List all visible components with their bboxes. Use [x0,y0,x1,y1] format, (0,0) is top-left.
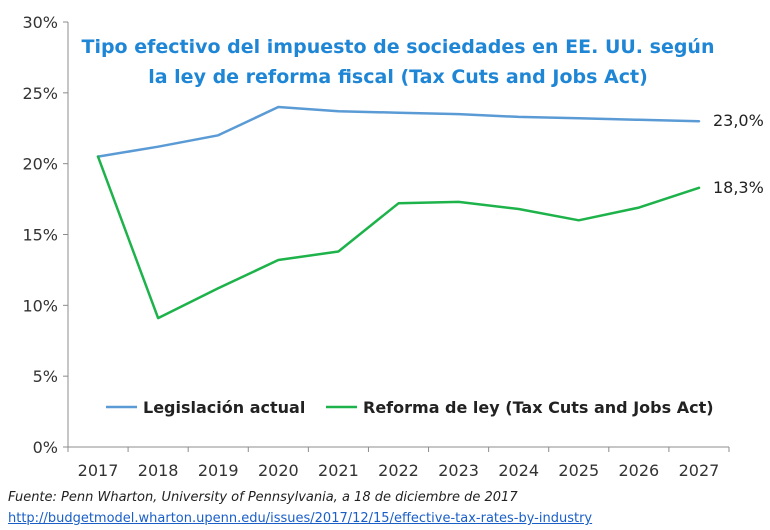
end-label-current-law: 23,0% [713,111,764,130]
y-tick-label: 5% [33,367,58,386]
legend: Legislación actual Reforma de ley (Tax C… [106,398,714,417]
chart-title-line-1: Tipo efectivo del impuesto de sociedades… [81,36,714,58]
x-tick-label: 2027 [679,461,720,480]
y-axis: 0% 5% 10% 15% 20% 25% 30% [22,13,69,457]
chart-title: Tipo efectivo del impuesto de sociedades… [81,36,714,88]
x-tick-label: 2025 [558,461,599,480]
x-axis: 2017 2018 2019 2020 2021 2022 2023 2024 2025 2026… [67,446,730,480]
y-tick-label: 15% [22,226,58,245]
end-label-tax-reform: 18,3% [713,178,764,197]
x-tick-label: 2022 [378,461,419,480]
line-chart: 0% 5% 10% 15% 20% 25% 30% 2017 2018 2019 2020 2021… [22,13,764,480]
y-tick-label: 30% [22,13,58,32]
x-tick-label: 2026 [619,461,660,480]
y-tick-label: 10% [22,296,58,315]
series-line-current-law [96,105,701,158]
series-line-tax-reform [96,155,701,320]
y-tick-label: 0% [33,438,58,457]
chart-title-line-2: la ley de reforma fiscal (Tax Cuts and J… [148,66,648,88]
x-tick-label: 2017 [78,461,119,480]
legend-label-current-law: Legislación actual [143,398,305,417]
x-tick-label: 2020 [258,461,299,480]
x-tick-label: 2021 [318,461,359,480]
y-tick-label: 25% [22,84,58,103]
x-tick-label: 2024 [498,461,539,480]
source-note: Fuente: Penn Wharton, University of Penn… [8,490,518,505]
series-layer: 23,0% 18,3% [96,105,764,320]
source-link[interactable]: http://budgetmodel.wharton.upenn.edu/iss… [8,511,593,526]
x-tick-label: 2019 [198,461,239,480]
legend-label-tax-reform: Reforma de ley (Tax Cuts and Jobs Act) [363,398,714,417]
x-tick-label: 2023 [438,461,479,480]
y-tick-label: 20% [22,155,58,174]
x-tick-label: 2018 [138,461,179,480]
